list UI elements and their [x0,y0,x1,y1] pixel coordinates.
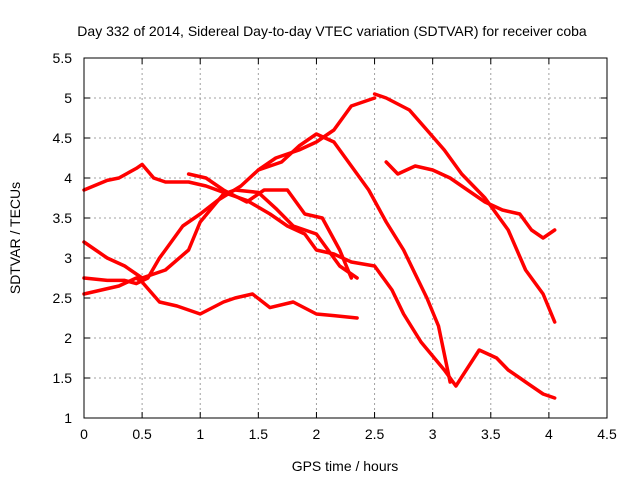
y-tick-label: 5.5 [53,50,73,66]
series-line-s1 [82,162,557,400]
axis-ticks: 0 0.5 1 1.5 2 2.5 3 3.5 4 4.5 1 1.5 2 2.5 3 3.5 4 4.5 5 5.5 [53,50,617,442]
chart-title: Day 332 of 2014, Sidereal Day-to-day VTE… [77,23,587,39]
series-line-s4 [82,188,359,280]
plot-frame [83,57,608,419]
x-tick-label: 3.5 [481,426,501,442]
y-tick-label: 4.5 [53,130,73,146]
x-tick-label: 0 [80,426,88,442]
series-line-s6 [256,132,452,384]
y-tick-label: 1 [64,410,72,426]
x-tick-label: 1 [196,426,204,442]
x-tick-label: 0.5 [132,426,152,442]
y-tick-label: 1.5 [53,370,73,386]
y-tick-label: 5 [64,90,72,106]
x-tick-label: 1.5 [249,426,269,442]
x-tick-label: 2 [313,426,321,442]
y-tick-label: 2 [64,330,72,346]
series-line-s7 [372,92,557,324]
series-group [82,92,557,400]
y-axis-label: SDTVAR / TECUs [7,182,23,294]
x-tick-label: 2.5 [365,426,385,442]
series-line-s8 [384,160,557,240]
y-tick-label: 4 [64,170,72,186]
x-axis-label: GPS time / hours [292,458,399,474]
y-tick-label: 3.5 [53,210,73,226]
y-tick-label: 2.5 [53,290,73,306]
y-tick-label: 3 [64,250,72,266]
x-tick-label: 3 [429,426,437,442]
x-tick-label: 4 [545,426,553,442]
series-line-s5 [186,172,354,280]
series-line-s3 [82,96,377,286]
x-tick-label: 4.5 [597,426,617,442]
